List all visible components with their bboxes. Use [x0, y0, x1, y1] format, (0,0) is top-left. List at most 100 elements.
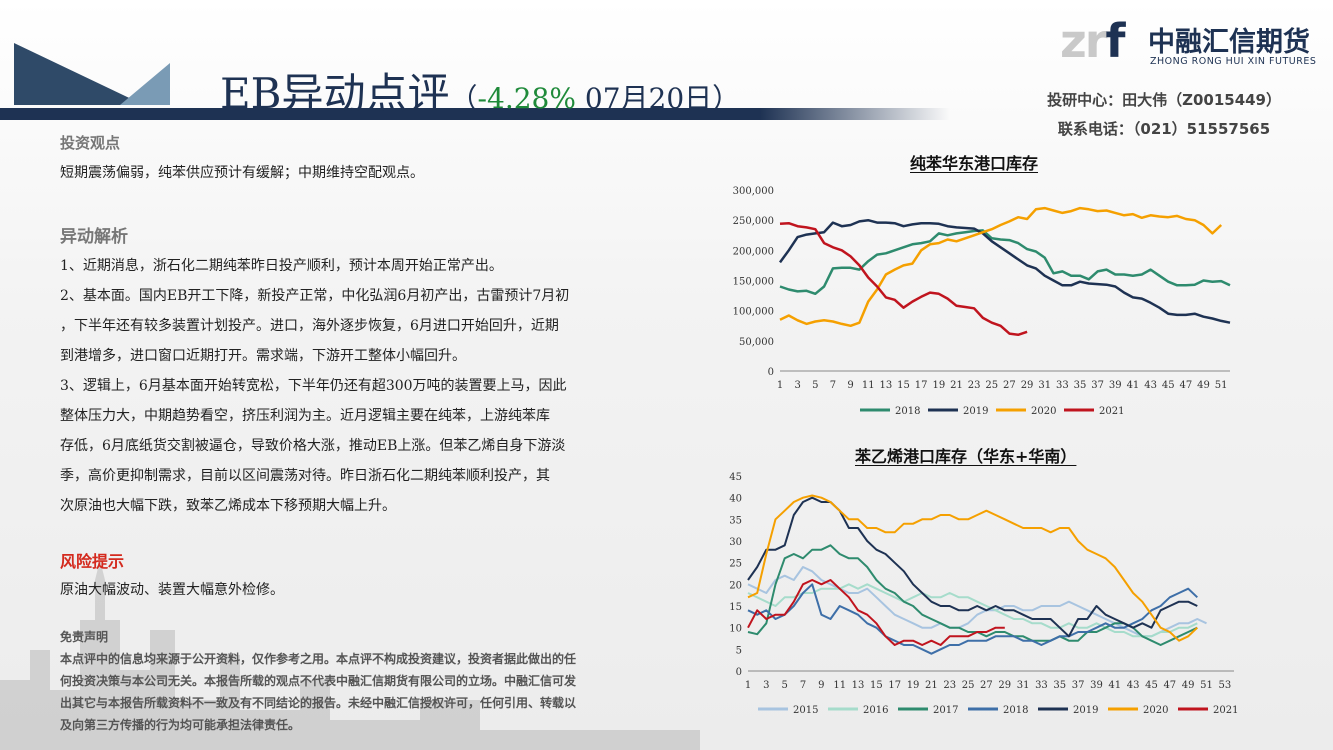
- risk-heading: 风险提示: [60, 552, 125, 571]
- x-tick-label: 27: [1003, 380, 1016, 391]
- x-tick-label: 11: [862, 380, 875, 391]
- header-band: [0, 108, 950, 120]
- series-line-2021: [779, 221, 1028, 337]
- x-tick-label: 21: [925, 680, 938, 691]
- x-tick-label: 33: [1056, 380, 1069, 391]
- series-line-2021: [747, 579, 1005, 646]
- logo-triangle-light: [120, 63, 170, 105]
- analysis-line: 存低，6月底纸货交割被逼仓，导致价格大涨，推动EB上涨。但苯乙烯自身下游淡: [60, 438, 566, 454]
- view-text: 短期震荡偏弱，纯苯供应预计有缓解；中期维持空配观点。: [60, 165, 424, 181]
- title-close-paren: ）: [712, 82, 741, 115]
- x-tick-label: 39: [1090, 680, 1103, 691]
- series-line-2019: [778, 218, 1231, 324]
- title-change: -4.28%: [477, 82, 576, 115]
- analysis-line: 2、基本面。国内EB开工下降，新投产正常，中化弘润6月初产出，古雷预计7月初: [60, 288, 570, 304]
- x-tick-label: 43: [1144, 380, 1157, 391]
- y-tick-label: 15: [729, 602, 742, 613]
- series-line-2018: [779, 229, 1231, 296]
- x-tick-label: 15: [897, 380, 910, 391]
- x-tick-label: 53: [1218, 680, 1231, 691]
- x-tick-label: 45: [1162, 380, 1175, 391]
- x-tick-label: 41: [1108, 680, 1121, 691]
- legend-label-2021: 2021: [1099, 406, 1124, 417]
- legend-label-2019: 2019: [1073, 705, 1098, 716]
- y-tick-label: 0: [768, 367, 774, 378]
- x-tick-label: 35: [1074, 380, 1087, 391]
- logo-chinese-name: 中融汇信期货: [1148, 27, 1310, 58]
- x-tick-label: 35: [1053, 680, 1066, 691]
- logo-mark-grey: zr: [1060, 14, 1107, 68]
- legend-label-2018: 2018: [895, 406, 920, 417]
- series-line-2018: [747, 583, 1198, 655]
- analysis-heading: 异动解析: [60, 227, 128, 247]
- y-tick-label: 35: [729, 515, 742, 526]
- title-open-paren: （: [449, 82, 478, 115]
- benzene-inventory-chart: 0 50,000 100,000 150,000 200,000 250,000 300,0…: [733, 186, 1231, 417]
- x-tick-label: 49: [1197, 380, 1210, 391]
- disclaimer-line: 及向第三方传播的行为均可能承担法律责任。: [60, 718, 301, 732]
- y-tick-label: 30: [729, 537, 742, 548]
- title-main: EB异动点评: [220, 69, 450, 118]
- x-tick-label: 5: [781, 680, 787, 691]
- x-tick-label: 45: [1145, 680, 1158, 691]
- x-tick-label: 41: [1127, 380, 1140, 391]
- analysis-text: 1、近期消息，浙石化二期纯苯昨日投产顺利，预计本周开始正常产出。 2、基本面。国…: [60, 251, 569, 521]
- disclaimer-line: 出其它与本报告所载资料不一致及有不同结论的报告。未经中融汇信授权许可，任何引用、…: [60, 696, 577, 710]
- legend-label-2021: 2021: [1213, 705, 1238, 716]
- x-tick-label: 31: [1017, 680, 1030, 691]
- x-tick-label: 9: [818, 680, 824, 691]
- x-tick-label: 51: [1200, 680, 1213, 691]
- series-line-2020: [779, 206, 1223, 328]
- x-tick-label: 33: [1035, 680, 1048, 691]
- x-tick-label: 43: [1127, 680, 1140, 691]
- y-tick-label: 200,000: [733, 246, 774, 257]
- y-tick-label: 50,000: [739, 337, 774, 348]
- legend-label-2015: 2015: [793, 705, 818, 716]
- disclaimer-line: 何投资决策与本公司无关。本报告所载的观点不代表中融汇信期货有限公司的立场。中融汇…: [60, 674, 577, 688]
- x-tick-label: 29: [1021, 380, 1034, 391]
- logo-english-name: ZHONG RONG HUI XIN FUTURES: [1150, 56, 1317, 67]
- contact-info: 投研中心：田大伟（Z0015449） 联系电话：（021）51557565: [1047, 86, 1281, 144]
- y-tick-label: 250,000: [733, 216, 774, 227]
- x-tick-label: 3: [794, 380, 800, 391]
- y-tick-label: 150,000: [733, 277, 774, 288]
- legend-label-2020: 2020: [1143, 705, 1168, 716]
- x-tick-label: 11: [833, 680, 846, 691]
- contact-analyst: 投研中心：田大伟（Z0015449）: [1047, 91, 1281, 109]
- x-tick-label: 49: [1182, 680, 1195, 691]
- city-skyline-watermark: [0, 560, 700, 750]
- x-tick-label: 37: [1091, 380, 1104, 391]
- x-tick-label: 5: [812, 380, 818, 391]
- x-tick-label: 47: [1180, 380, 1193, 391]
- y-tick-label: 45: [729, 472, 742, 483]
- y-tick-label: 25: [729, 559, 742, 570]
- analysis-line: 整体压力大，中期趋势看空，挤压利润为主。近月逻辑主要在纯苯，上游纯苯库: [60, 408, 550, 424]
- x-tick-label: 47: [1163, 680, 1176, 691]
- analysis-line: 次原油也大幅下跌，致苯乙烯成本下移预期大幅上升。: [60, 498, 396, 514]
- x-tick-label: 27: [980, 680, 993, 691]
- y-tick-label: 300,000: [733, 186, 774, 197]
- analysis-line: 3、逻辑上，6月基本面开始转宽松，下半年仍还有超300万吨的装置要上马，因此: [60, 378, 567, 394]
- analysis-line: ，下半年还有较多装置计划投产。进口，海外逐步恢复，6月进口开始回升，近期: [60, 318, 559, 334]
- x-tick-label: 9: [847, 380, 853, 391]
- x-tick-label: 37: [1072, 680, 1085, 691]
- analysis-line: 到港增多，进口窗口近期打开。需求端，下游开工整体小幅回升。: [60, 348, 466, 364]
- page-title: EB异动点评（-4.28% 07月20日）: [220, 60, 740, 121]
- x-tick-label: 19: [932, 380, 945, 391]
- title-date: 07月20日: [584, 82, 713, 115]
- analysis-line: 1、近期消息，浙石化二期纯苯昨日投产顺利，预计本周开始正常产出。: [60, 258, 503, 274]
- logo-mark-f: f: [1105, 14, 1125, 68]
- legend-label-2016: 2016: [863, 705, 888, 716]
- x-tick-label: 1: [745, 680, 751, 691]
- x-tick-label: 51: [1215, 380, 1228, 391]
- title-date-spacer: [576, 82, 585, 115]
- disclaimer-heading: 免责声明: [60, 630, 109, 644]
- x-tick-label: 1: [777, 380, 783, 391]
- x-tick-label: 29: [998, 680, 1011, 691]
- x-tick-label: 19: [907, 680, 920, 691]
- x-tick-label: 23: [968, 380, 981, 391]
- legend-label-2018: 2018: [1003, 705, 1028, 716]
- x-tick-label: 13: [852, 680, 865, 691]
- legend-label-2020: 2020: [1031, 406, 1056, 417]
